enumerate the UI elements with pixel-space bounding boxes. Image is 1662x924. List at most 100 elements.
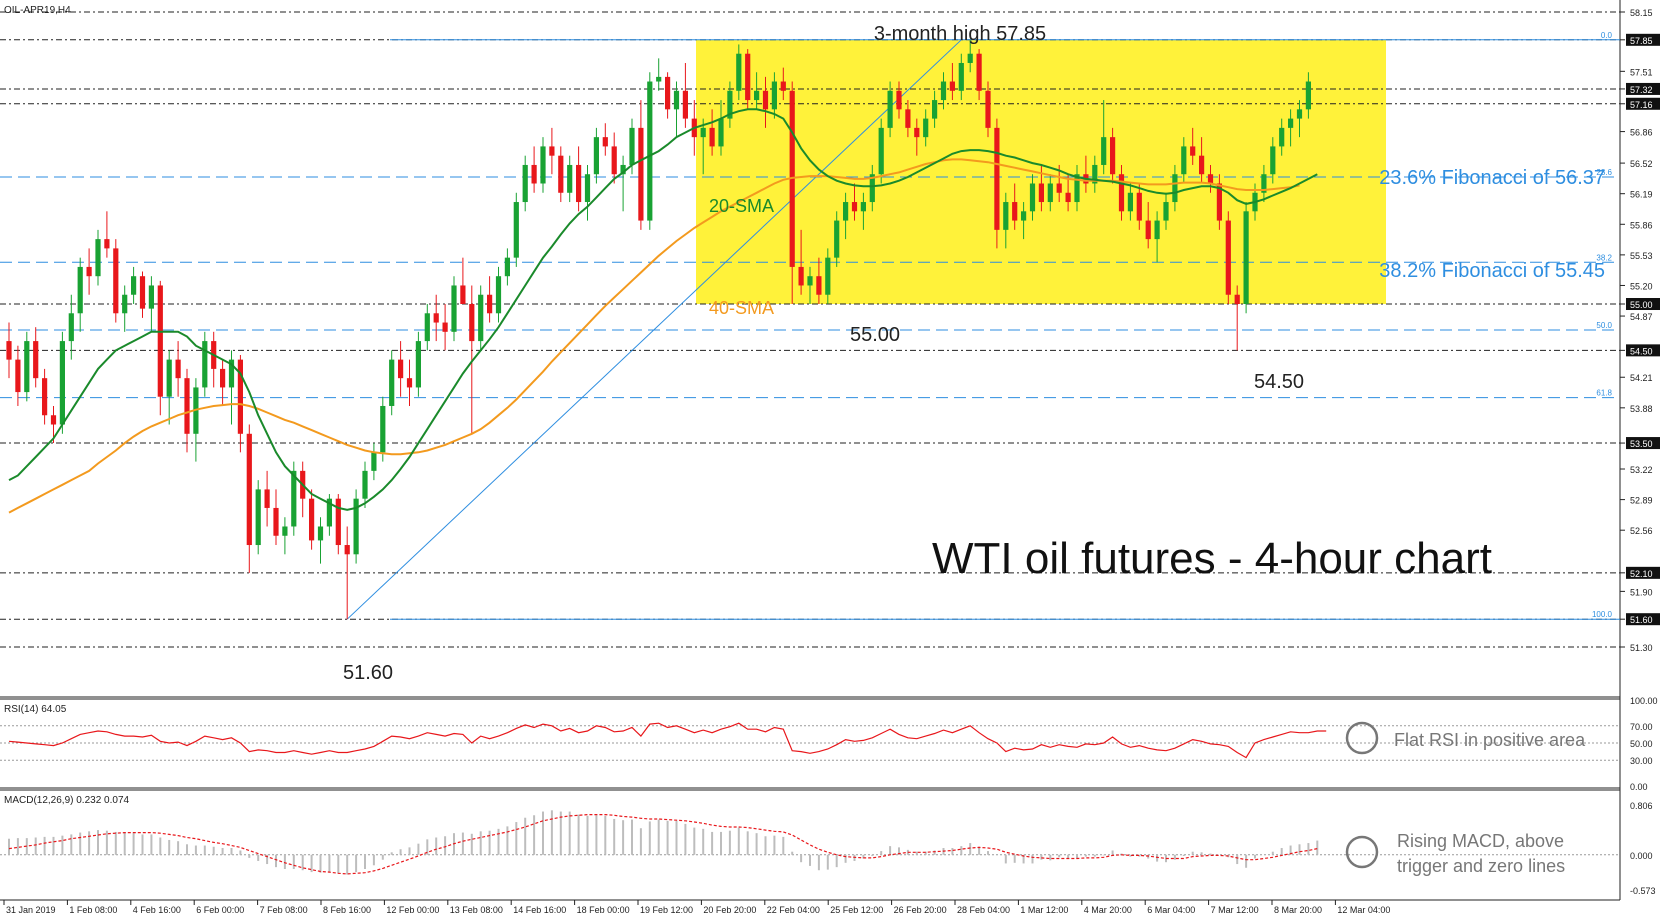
price-tick-label: 58.15 bbox=[1630, 8, 1653, 18]
candle-body bbox=[291, 470, 297, 527]
annotation-fib-38-2: 38.2% Fibonacci of 55.45 bbox=[1379, 260, 1605, 282]
candle-body bbox=[371, 452, 377, 471]
candle-body bbox=[825, 257, 831, 295]
candle-body bbox=[967, 53, 973, 63]
candle-body bbox=[905, 109, 911, 128]
candle-body bbox=[611, 146, 617, 175]
price-tick-label: 56.52 bbox=[1630, 159, 1653, 169]
candle-body bbox=[843, 202, 849, 221]
candle-body bbox=[1270, 146, 1276, 175]
candle-body bbox=[220, 368, 226, 388]
candle-body bbox=[682, 90, 688, 119]
time-tick-label: 22 Feb 04:00 bbox=[767, 905, 820, 915]
price-tick-label: 55.53 bbox=[1630, 251, 1653, 261]
candle-body bbox=[949, 81, 955, 91]
candle-body bbox=[1092, 164, 1098, 184]
candle-body bbox=[745, 53, 751, 101]
candle-body bbox=[584, 174, 591, 203]
candle-body bbox=[68, 313, 74, 342]
candle-body bbox=[1305, 81, 1311, 110]
fib-label-23-6: 23.6 bbox=[1596, 168, 1612, 177]
candle-body bbox=[513, 202, 519, 258]
candle-body bbox=[1127, 192, 1133, 212]
candle-body bbox=[460, 285, 466, 305]
candle-body bbox=[495, 276, 502, 314]
time-tick-label: 6 Feb 00:00 bbox=[196, 905, 244, 915]
candle-body bbox=[736, 53, 742, 91]
candle-body bbox=[228, 359, 235, 388]
price-tick-label: 57.85 bbox=[1630, 36, 1653, 46]
candle-body bbox=[6, 341, 12, 360]
fib-label-0-0: 0.0 bbox=[1601, 31, 1613, 40]
candle-body bbox=[442, 322, 448, 332]
candle-body bbox=[1199, 155, 1205, 175]
candle-body bbox=[807, 276, 813, 286]
candle-body bbox=[869, 174, 875, 203]
candle-body bbox=[771, 81, 777, 110]
candle-body bbox=[1118, 174, 1125, 212]
symbol-label: OIL-APR19,H4 bbox=[4, 5, 71, 16]
candle-body bbox=[77, 266, 83, 314]
annotation-support: 55.00 bbox=[850, 324, 900, 346]
candle-body bbox=[1038, 183, 1044, 203]
price-tick-label: 55.86 bbox=[1630, 220, 1653, 230]
rsi-tick-label: 70.00 bbox=[1630, 722, 1653, 732]
annotation-fib-23-6: 23.6% Fibonacci of 56.37 bbox=[1379, 167, 1605, 189]
candle-body bbox=[1047, 183, 1053, 203]
time-tick-label: 28 Feb 04:00 bbox=[957, 905, 1010, 915]
macd-label: MACD(12,26,9) 0.232 0.074 bbox=[4, 795, 130, 806]
price-tick-label: 51.90 bbox=[1630, 587, 1653, 597]
candle-body bbox=[798, 266, 804, 286]
price-tick-highlight bbox=[1626, 437, 1660, 450]
macd-tick-label: 0.806 bbox=[1630, 801, 1653, 811]
time-tick-label: 1 Feb 08:00 bbox=[69, 905, 117, 915]
candle-body bbox=[148, 285, 154, 309]
time-tick-label: 18 Feb 00:00 bbox=[577, 905, 630, 915]
candle-body bbox=[958, 62, 964, 91]
fib-label-100-0: 100.0 bbox=[1592, 610, 1613, 619]
candle-body bbox=[834, 220, 840, 258]
price-tick-label: 54.50 bbox=[1630, 346, 1653, 356]
candle-body bbox=[415, 341, 421, 388]
time-tick-label: 7 Mar 12:00 bbox=[1211, 905, 1259, 915]
candle-body bbox=[344, 545, 350, 555]
price-tick-highlight bbox=[1626, 344, 1660, 357]
time-tick-label: 20 Feb 20:00 bbox=[703, 905, 756, 915]
candle-body bbox=[175, 359, 181, 379]
candle-body bbox=[673, 90, 680, 110]
candle-body bbox=[317, 526, 324, 541]
candle-body bbox=[15, 359, 21, 393]
candle-body bbox=[1021, 211, 1027, 221]
candle-body bbox=[1207, 174, 1214, 184]
candle-body bbox=[95, 239, 101, 277]
candle-body bbox=[1172, 174, 1178, 203]
candle-body bbox=[1145, 220, 1151, 240]
candle-body bbox=[104, 239, 110, 249]
price-tick-label: 56.19 bbox=[1630, 190, 1653, 200]
candle-body bbox=[24, 341, 30, 393]
candle-body bbox=[923, 118, 929, 138]
time-tick-label: 13 Feb 08:00 bbox=[450, 905, 503, 915]
time-tick-label: 4 Mar 20:00 bbox=[1084, 905, 1132, 915]
candle-body bbox=[255, 489, 261, 546]
candle-body bbox=[122, 294, 128, 314]
price-tick-label: 57.16 bbox=[1630, 100, 1653, 110]
macd-highlight-circle bbox=[1345, 835, 1379, 869]
price-tick-label: 55.00 bbox=[1630, 300, 1653, 310]
time-axis: 31 Jan 2019 1 Feb 08:00 4 Feb 16:00 6 Feb 0… bbox=[3, 900, 1390, 915]
candle-body bbox=[113, 248, 119, 314]
time-tick-label: 31 Jan 2019 bbox=[6, 905, 56, 915]
candle-body bbox=[1225, 220, 1231, 295]
candle-body bbox=[549, 146, 555, 156]
candle-body bbox=[184, 378, 190, 434]
rsi-tick-label: 100.00 bbox=[1630, 696, 1658, 706]
candle-body bbox=[273, 507, 279, 536]
time-tick-label: 6 Mar 04:00 bbox=[1147, 905, 1195, 915]
price-tick-label: 51.60 bbox=[1630, 615, 1653, 625]
fib-label-50-0: 50.0 bbox=[1596, 321, 1612, 330]
macd-tick-label: -0.573 bbox=[1630, 886, 1656, 896]
candle-body bbox=[718, 118, 724, 147]
price-tick-highlight bbox=[1626, 97, 1660, 110]
candle-body bbox=[1216, 183, 1222, 221]
candle-body bbox=[1003, 202, 1009, 230]
